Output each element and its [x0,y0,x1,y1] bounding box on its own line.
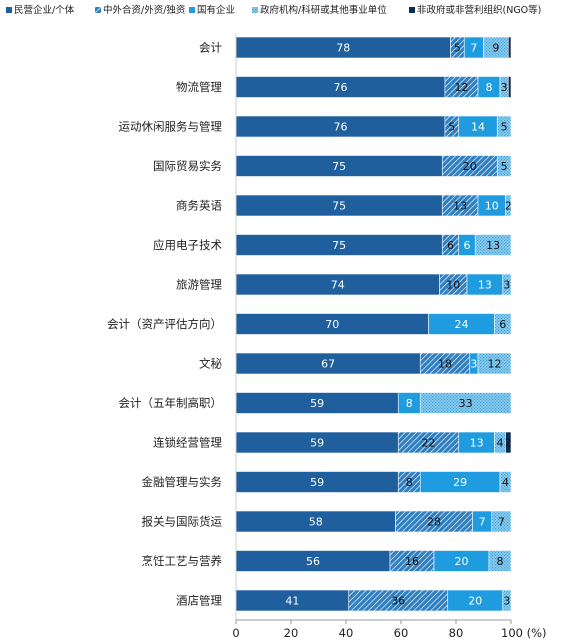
data-label: 6 [464,239,471,252]
data-label: 5 [448,121,455,134]
category-label: 会计（资产评估方向） [107,317,222,331]
data-label: 29 [453,476,467,489]
data-label: 59 [310,437,324,450]
category-label: 旅游管理 [176,278,222,292]
data-label: 10 [485,200,499,213]
category-label: 会计 [199,41,222,55]
category-label: 物流管理 [176,80,222,94]
data-label: 5 [501,160,508,173]
data-label: 3 [470,358,477,371]
legend-swatch [252,7,258,13]
data-label: 16 [405,555,419,568]
data-label: 75 [332,200,346,213]
data-label: 13 [453,200,467,213]
legend-swatch [6,7,12,13]
data-label: 20 [468,595,482,608]
data-label: 3 [501,81,508,94]
data-label: 3 [503,279,510,292]
data-label: 2 [505,437,512,450]
data-label: 28 [427,516,441,529]
data-label: 5 [454,42,461,55]
legend: 民营企业/个体 中外合资/外资/独资 国有企业 政府机构/科研或其他事业单位 非政府或非… [6,4,541,16]
data-label: 78 [336,42,350,55]
category-label: 金融管理与实务 [142,475,223,489]
data-label: 13 [478,279,492,292]
data-label: 67 [321,358,335,371]
data-label: 75 [332,239,346,252]
data-label: 20 [455,555,469,568]
category-label: 烹饪工艺与营养 [142,554,223,568]
legend-label: 政府机构/科研或其他事业单位 [260,4,387,16]
category-labels: 会计物流管理运动休闲服务与管理国际贸易实务商务英语应用电子技术旅游管理会计（资产… [107,41,222,608]
data-label: 8 [486,81,493,94]
data-label: 13 [470,437,484,450]
data-label: 24 [455,318,469,331]
data-label: 76 [334,121,348,134]
data-label: 6 [447,239,454,252]
data-label: 6 [499,318,506,331]
data-label: 70 [325,318,339,331]
data-label: 58 [309,516,323,529]
data-label: 12 [488,358,502,371]
data-label: 5 [501,121,508,134]
x-tick-label: 0 [232,626,239,640]
legend-label: 国有企业 [197,4,235,16]
bar-segment [508,77,511,98]
data-label: 8 [406,476,413,489]
legend-label: 民营企业/个体 [14,4,75,16]
category-label: 酒店管理 [176,594,222,608]
category-label: 应用电子技术 [153,238,222,252]
legend-swatch [409,7,415,13]
x-tick-label: 20 [284,626,299,640]
data-label: 4 [502,476,509,489]
x-tick-label: 100 (%) [501,626,547,640]
legend-swatch [189,7,195,13]
data-label: 76 [334,81,348,94]
data-label: 22 [422,437,436,450]
category-label: 会计（五年制高职） [119,396,223,410]
legend-swatch [95,7,101,13]
data-label: 36 [391,595,405,608]
data-label: 18 [438,358,452,371]
data-label: 59 [310,476,324,489]
category-label: 文秘 [199,357,222,371]
data-label: 20 [463,160,477,173]
data-label: 10 [446,279,460,292]
data-label: 12 [455,81,469,94]
data-label: 4 [497,437,504,450]
category-label: 国际贸易实务 [153,159,222,173]
data-label: 14 [471,121,485,134]
legend-label: 非政府或非营利组织(NGO等) [417,4,541,16]
data-label: 8 [406,397,413,410]
x-tick-label: 80 [449,626,464,640]
data-label: 8 [497,555,504,568]
data-label: 56 [306,555,320,568]
data-label: 74 [331,279,345,292]
bar-segment [508,37,511,58]
data-label: 13 [486,239,500,252]
data-label: 7 [498,516,505,529]
data-label: 2 [505,200,512,213]
data-label: 7 [479,516,486,529]
category-label: 连锁经营管理 [153,436,222,450]
data-label: 59 [310,397,324,410]
category-label: 报关与国际货运 [142,515,223,529]
x-tick-label: 60 [394,626,409,640]
x-tick-label: 40 [339,626,354,640]
data-label: 9 [492,42,499,55]
category-label: 商务英语 [176,199,222,213]
data-label: 41 [285,595,299,608]
data-label: 33 [459,397,473,410]
data-label: 7 [470,42,477,55]
legend-label: 中外合资/外资/独资 [103,4,186,16]
data-label: 3 [503,595,510,608]
category-label: 运动休闲服务与管理 [119,120,223,134]
data-label: 75 [332,160,346,173]
